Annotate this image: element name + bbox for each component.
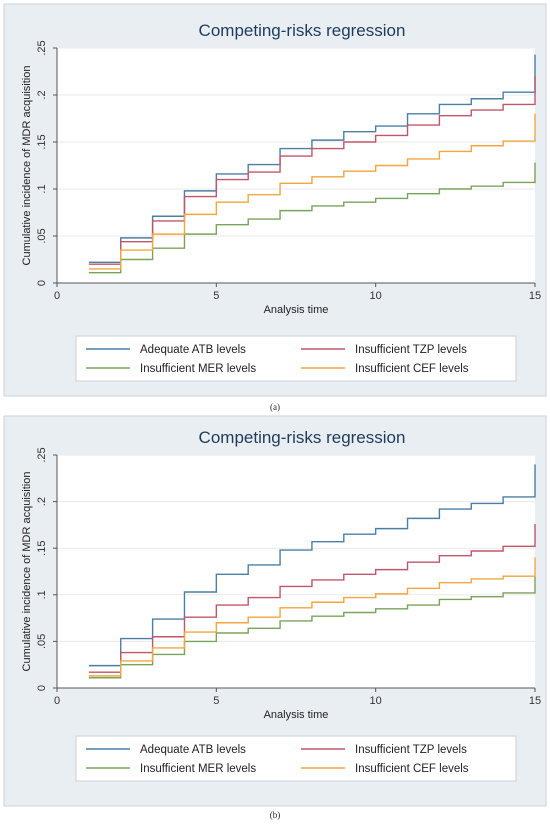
chart-b-legend-label-1: Adequate ATB levels [140,744,246,756]
chart-b-series-line-3 [88,576,536,679]
chart-b-series-line-1 [88,464,536,667]
chart-b-xtick-label: 0 [54,695,60,707]
chart-a-series-line-4 [88,113,536,270]
chart-a-series-line-3 [88,162,536,274]
chart-b-xtick-label: 15 [529,695,541,707]
chart-b-chart-title: Competing-risks regression [199,428,406,447]
chart-b-ytick-label: 0 [36,685,48,691]
chart-a-plot-area [57,48,535,283]
chart-b-plot-area [57,455,535,688]
chart-a-svg: 0 .05 .1 .15 .2 .25 0 5 10 15 Competing-risks regr… [3,3,547,397]
caption-b: (b) [269,810,281,820]
chart-b-xtick-label: 5 [213,695,219,707]
chart-b-xtick-label: 10 [370,695,382,707]
chart-b-legend-label-2: Insufficient TZP levels [355,744,467,756]
chart-a-xtick-label: 0 [54,290,60,302]
chart-a-xtick-label: 10 [370,290,382,302]
chart-b-ytick-label: .2 [36,497,48,506]
chart-b-series-line-4 [88,557,536,677]
chart-a-series-line-2 [88,76,536,265]
chart-b-ytick-label: .05 [36,634,48,649]
chart-a-legend-box [75,335,517,382]
chart-a-legend-label-3: Insufficient MER levels [140,363,256,375]
chart-b-legend-label-3: Insufficient MER levels [140,763,256,775]
chart-b-ytick-label: .25 [36,447,48,462]
chart-a-x-axis-label: Analysis time [264,304,329,316]
chart-a-ytick-label: .1 [36,184,48,193]
chart-a-y-axis-label: Cumulative incidence of MDR acquisition [21,66,33,266]
chart-b-y-axis-label: Cumulative incidence of MDR acquisition [21,472,33,672]
chart-a-legend-label-1: Adequate ATB levels [140,344,246,356]
chart-panel-a: 0 .05 .1 .15 .2 .25 0 5 10 15 Competing-risks regr… [0,0,550,400]
chart-a-series-line-1 [88,54,536,264]
chart-a-xtick-label: 15 [529,290,541,302]
chart-b-series-line-2 [88,523,536,673]
chart-a-chart-title: Competing-risks regression [199,21,406,40]
chart-b-legend-box [75,735,517,782]
chart-a-xtick-label: 5 [213,290,219,302]
chart-panel-b: 0 .05 .1 .15 .2 .25 0 5 10 15 Competing-risks regr… [0,414,550,810]
chart-a-ytick-label: .25 [36,40,48,55]
chart-a-ytick-label: 0 [36,280,48,286]
chart-a-legend-label-4: Insufficient CEF levels [355,363,469,375]
chart-b-ytick-label: .1 [36,590,48,599]
chart-a-legend-label-2: Insufficient TZP levels [355,344,467,356]
chart-b-legend-label-4: Insufficient CEF levels [355,763,469,775]
chart-b-x-axis-label: Analysis time [264,709,329,721]
chart-b-ytick-label: .15 [36,541,48,556]
chart-a-ytick-label: .15 [36,134,48,149]
caption-a: (a) [270,402,280,412]
chart-a-ytick-label: .05 [36,228,48,243]
chart-b-svg: 0 .05 .1 .15 .2 .25 0 5 10 15 Competing-risks regr… [3,415,547,807]
chart-a-ytick-label: .2 [36,90,48,99]
